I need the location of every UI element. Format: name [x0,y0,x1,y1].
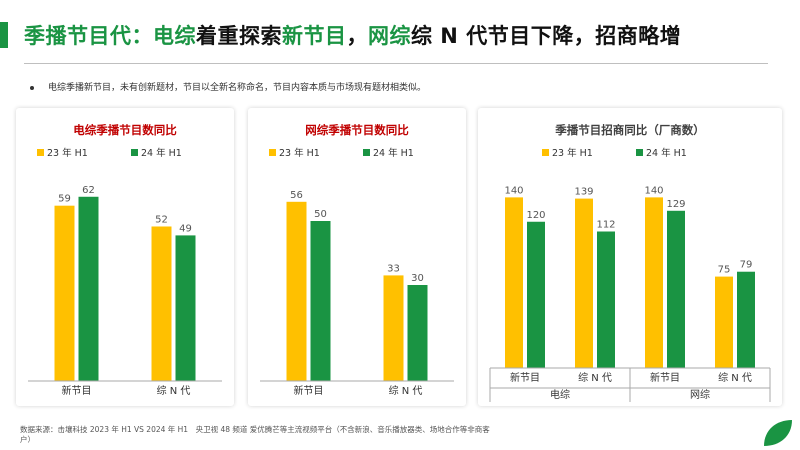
page-title-part: 网综 [368,24,411,48]
bullet-text: 电综季播新节目，未有创新题材，节目以全新名称命名，节目内容本质与市场现有题材相类… [48,83,427,93]
source-footnote: 数据来源：击壤科技 2023 年 H1 VS 2024 年 H1 央卫视 48 … [20,425,490,444]
chart-title: 网综季播节目数同比 [305,123,409,137]
page-title-part: 新节目 [282,24,347,48]
data-label: 120 [526,210,545,221]
legend-swatch [269,149,276,156]
group-label: 电综 [550,388,570,401]
bar [383,275,404,381]
chart-title: 电综季播节目数同比 [73,123,177,137]
data-label: 62 [82,185,95,196]
data-label: 140 [644,185,663,196]
x-tick-label: 新节目 [510,371,540,384]
chart-title: 季播节目招商同比（厂商数） [554,123,705,137]
bar [715,276,733,368]
legend-swatch [542,149,549,156]
chart-tv-variety-count: 电综季播节目数同比 23 年 H1 24 年 H1 59 62 新节目 52 49 综 N 代 [28,123,222,397]
bar [575,198,593,368]
bar [667,210,685,368]
data-label: 56 [290,190,303,201]
legend-swatch [363,149,370,156]
bar [505,197,523,368]
data-label: 49 [179,223,192,234]
data-label: 140 [504,185,523,196]
page-title-part: 季播节目代： [24,24,153,48]
data-label: 139 [574,187,593,198]
title-divider [24,63,768,64]
legend-label: 24 年 H1 [373,147,414,159]
page-title-part: 电综 [153,24,196,48]
x-tick-label: 新节目 [62,384,92,397]
bar [78,196,99,381]
legend-label: 23 年 H1 [47,147,88,159]
legend-label: 24 年 H1 [141,147,182,159]
data-label: 33 [387,263,400,274]
legend-swatch [131,149,138,156]
data-label: 52 [155,214,168,225]
bar [151,226,172,381]
x-tick-label: 新节目 [650,371,680,384]
chart-sponsorship-count: 季播节目招商同比（厂商数） 23 年 H1 24 年 H1 140 120 新节目 139 1… [489,123,771,402]
page-title-part: 着重探索 [196,24,282,48]
data-label: 129 [666,199,685,210]
chart-online-variety-count: 网综季播节目数同比 23 年 H1 24 年 H1 56 50 新节目 33 30 综 N 代 [260,123,454,397]
bar [54,205,75,381]
legend-swatch [37,149,44,156]
title-accent-bar [0,22,8,48]
legend-label: 23 年 H1 [279,147,320,159]
leaf-logo-icon [764,420,792,446]
bar [527,221,545,368]
x-tick-label: 新节目 [294,384,324,397]
data-label: 50 [314,209,327,220]
x-tick-label: 综 N 代 [578,371,612,384]
bar [597,231,615,368]
bar [175,235,196,381]
legend-swatch [636,149,643,156]
bar [310,221,331,381]
legend-label: 23 年 H1 [552,147,593,159]
chart-panel-tv-variety-count: 电综季播节目数同比 23 年 H1 24 年 H1 59 62 新节目 52 49 综 N 代 [16,108,234,406]
bullet-note: 电综季播新节目，未有创新题材，节目以全新名称命名，节目内容本质与市场现有题材相类… [30,80,426,93]
bar [407,285,428,381]
data-label: 59 [58,194,71,205]
data-label: 75 [718,265,731,276]
data-label: 112 [596,220,615,231]
x-tick-label: 综 N 代 [718,371,752,384]
bar [645,197,663,368]
bar [286,201,307,381]
data-label: 30 [411,273,424,284]
chart-panel-sponsorship: 季播节目招商同比（厂商数） 23 年 H1 24 年 H1 140 120 新节目 139 1… [478,108,782,406]
page-title-part: ， [346,24,368,48]
legend-label: 24 年 H1 [646,147,687,159]
bar [737,271,755,368]
bullet-dot-icon [30,85,34,90]
chart-panel-online-variety-count: 网综季播节目数同比 23 年 H1 24 年 H1 56 50 新节目 33 30 综 N 代 [248,108,466,406]
page-title: 季播节目代：电综着重探索新节目，网综综 N 代节目下降，招商略增 [24,20,681,50]
group-label: 网综 [690,388,710,401]
data-label: 79 [740,260,753,271]
page-title-part: 综 N 代节目下降，招商略增 [411,24,682,48]
x-tick-label: 综 N 代 [389,384,423,397]
x-tick-label: 综 N 代 [157,384,191,397]
